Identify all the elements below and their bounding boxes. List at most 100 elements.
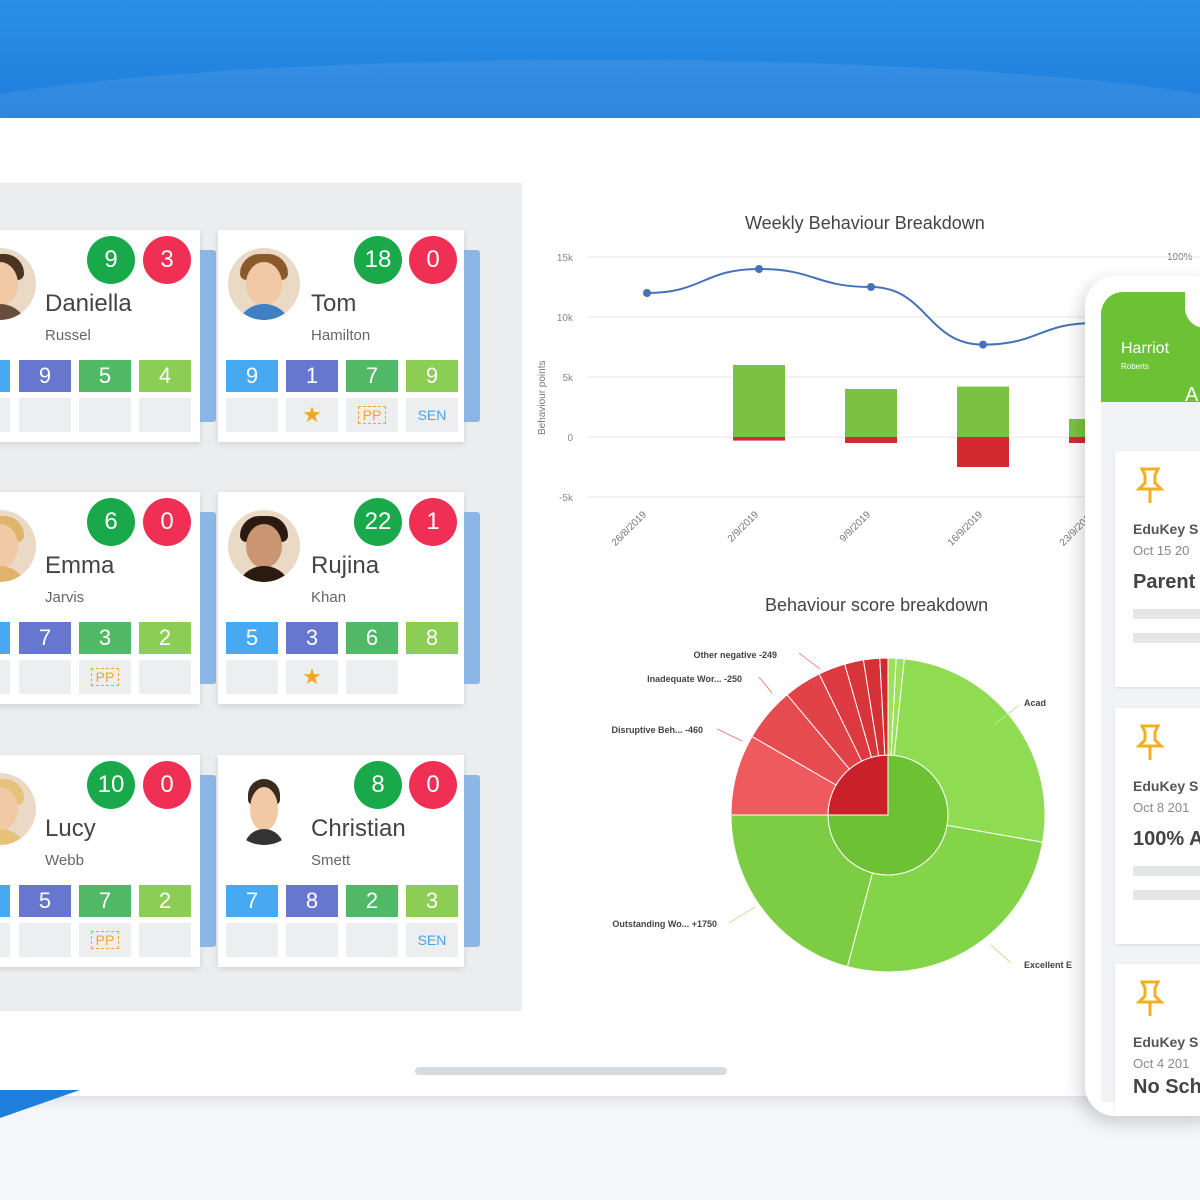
- card-side-handle: [464, 512, 480, 684]
- score-box[interactable]: 5: [79, 360, 131, 392]
- student-first-name: Christian: [311, 815, 406, 842]
- score-box[interactable]: 3: [286, 622, 338, 654]
- y-axis-label: Behaviour points: [537, 361, 548, 436]
- score-box[interactable]: 9: [406, 360, 458, 392]
- notification-headline: Parent: [1133, 571, 1196, 593]
- tag-slot: [226, 923, 278, 957]
- negative-points-badge[interactable]: 0: [143, 498, 191, 546]
- score-box[interactable]: 7: [19, 622, 71, 654]
- student-card[interactable]: Tom Hamilton 18 0 9 1 7 9 ★ PP SEN: [218, 230, 480, 442]
- score-box[interactable]: 7: [226, 885, 278, 917]
- negative-points-badge[interactable]: 0: [409, 236, 457, 284]
- negative-bar: [957, 437, 1009, 467]
- positive-points-badge[interactable]: 10: [87, 761, 135, 809]
- x-tick-label: 9/9/2019: [838, 509, 874, 545]
- score-box[interactable]: 7: [346, 360, 398, 392]
- score-box[interactable]: 8: [406, 622, 458, 654]
- top-banner: [0, 0, 1200, 118]
- pp-tag-label: PP: [357, 406, 387, 424]
- label-connector: [798, 652, 821, 670]
- star-icon[interactable]: ★: [286, 398, 338, 432]
- student-card[interactable]: Daniella Russel 9 3 9 5 4: [0, 230, 216, 442]
- student-last-name: Webb: [45, 852, 84, 869]
- negative-points-badge[interactable]: 0: [409, 761, 457, 809]
- student-first-name: Emma: [45, 552, 115, 579]
- score-box[interactable]: 4: [139, 360, 191, 392]
- behaviour-score-donut: Other negative -249 Inadequate Wor... -25…: [611, 650, 1072, 973]
- positive-points-badge[interactable]: 22: [354, 498, 402, 546]
- student-first-name: Lucy: [45, 815, 96, 842]
- label-connector: [728, 906, 756, 924]
- slice-label: Disruptive Beh... -460: [611, 725, 703, 735]
- tag-slot: [139, 660, 191, 694]
- weekly-behaviour-chart: Behaviour points 100% 15k10k5k0-5k26/8/2…: [537, 252, 1200, 549]
- card-side-handle: [464, 775, 480, 947]
- trend-point: [643, 289, 651, 297]
- positive-points-badge[interactable]: 18: [354, 236, 402, 284]
- notification-card[interactable]: EduKey S Oct 4 201 No Sch: [1115, 964, 1200, 1116]
- card-side-handle: [200, 775, 216, 947]
- sen-tag: SEN: [406, 398, 458, 432]
- outer-positive-slice: [893, 658, 1046, 843]
- score-box[interactable]: 6: [346, 622, 398, 654]
- star-icon[interactable]: ★: [286, 660, 338, 694]
- score-box[interactable]: 5: [19, 885, 71, 917]
- negative-bar: [733, 437, 785, 441]
- tag-slot: [0, 660, 10, 694]
- slice-label: Inadequate Wor... -250: [647, 674, 742, 684]
- positive-points-badge[interactable]: 9: [87, 236, 135, 284]
- notification-headline: No Sch: [1133, 1076, 1200, 1098]
- pin-icon: [1135, 724, 1165, 760]
- trend-point: [755, 265, 763, 273]
- placeholder-line: [1133, 633, 1200, 643]
- notification-card[interactable]: EduKey S Oct 15 20 Parent: [1115, 451, 1200, 687]
- outer-negative-slice: [879, 657, 889, 756]
- student-card[interactable]: Emma Jarvis 6 0 7 3 2 PP: [0, 492, 216, 704]
- slice-label: Outstanding Wo... +1750: [612, 919, 717, 929]
- score-box[interactable]: 5: [226, 622, 278, 654]
- tag-slot: [79, 398, 131, 432]
- outer-positive-slice: [846, 824, 1044, 973]
- charts-panel: Weekly Behaviour Breakdown Behaviour poi…: [527, 195, 1200, 1015]
- score-box[interactable]: 1: [286, 360, 338, 392]
- pp-tag-label: PP: [90, 931, 120, 949]
- positive-points-badge[interactable]: 8: [354, 761, 402, 809]
- score-box[interactable]: 9: [226, 360, 278, 392]
- pin-icon: [1135, 467, 1165, 503]
- positive-bar: [733, 365, 785, 437]
- score-box[interactable]: 9: [19, 360, 71, 392]
- x-tick-label: 26/8/2019: [610, 509, 650, 549]
- slice-label: Excellent E: [1024, 960, 1072, 970]
- pp-tag: PP: [346, 398, 398, 432]
- label-connector: [716, 728, 743, 742]
- tag-slot: [346, 923, 398, 957]
- score-box[interactable]: 3: [79, 622, 131, 654]
- score-box[interactable]: 2: [346, 885, 398, 917]
- pp-tag-label: PP: [90, 668, 120, 686]
- score-box[interactable]: 7: [79, 885, 131, 917]
- laptop-hinge: [415, 1067, 727, 1075]
- notification-date: Oct 8 201: [1133, 800, 1190, 815]
- score-box[interactable]: 2: [139, 885, 191, 917]
- student-first-name: Rujina: [311, 552, 380, 579]
- y-tick-label: 0: [567, 433, 573, 444]
- student-card[interactable]: Christian Smett 8 0 7 8 2 3 SEN: [218, 755, 480, 967]
- negative-points-badge[interactable]: 1: [409, 498, 457, 546]
- score-box[interactable]: [0, 622, 10, 654]
- score-box[interactable]: [0, 885, 10, 917]
- negative-points-badge[interactable]: 0: [143, 761, 191, 809]
- notification-headline: 100% A: [1133, 828, 1200, 850]
- positive-points-badge[interactable]: 6: [87, 498, 135, 546]
- notification-card[interactable]: EduKey S Oct 8 201 100% A: [1115, 708, 1200, 944]
- score-box[interactable]: [0, 360, 10, 392]
- score-box[interactable]: 2: [139, 622, 191, 654]
- score-box[interactable]: 3: [406, 885, 458, 917]
- score-box[interactable]: 8: [286, 885, 338, 917]
- negative-points-badge[interactable]: 3: [143, 236, 191, 284]
- student-card[interactable]: Rujina Khan 22 1 5 3 6 8 ★: [218, 492, 480, 704]
- student-card[interactable]: Lucy Webb 10 0 5 7 2 PP: [0, 755, 216, 967]
- student-last-name: Khan: [311, 589, 347, 606]
- student-photo: [228, 248, 300, 320]
- card-side-handle: [200, 512, 216, 684]
- student-photo: [0, 248, 36, 320]
